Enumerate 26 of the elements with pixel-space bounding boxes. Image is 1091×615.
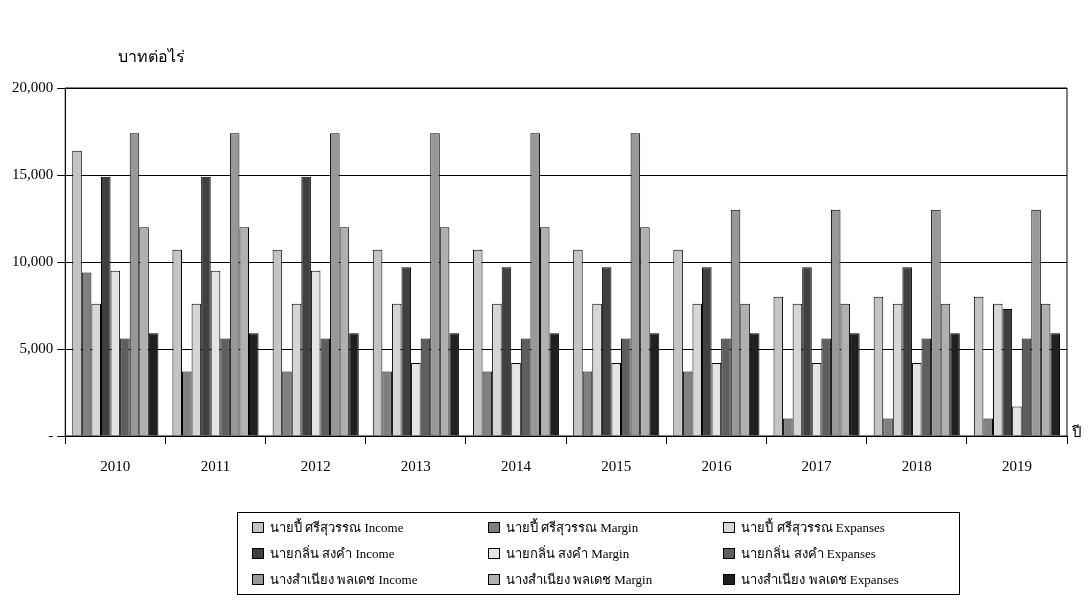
legend-label: นางสำเนียง พลเดช Income <box>270 571 418 589</box>
legend-label: นายปี้ ศรีสุวรรณ Income <box>270 517 404 538</box>
y-tick-label: 10,000 <box>12 252 54 269</box>
legend-label: นายกลิ่น สงคำ Income <box>270 544 395 563</box>
x-tick-label: 2015 <box>601 457 632 474</box>
x-tick-label: 2014 <box>501 457 532 474</box>
x-tick-label: 2013 <box>400 457 431 474</box>
legend-label: นางสำเนียง พลเดช Expanses <box>741 571 899 589</box>
y-tick-label: 15,000 <box>12 165 54 182</box>
x-axis-title: ปี <box>1072 423 1082 442</box>
x-tick-label: 2019 <box>1001 457 1032 474</box>
y-tick-label: 5,000 <box>19 339 54 356</box>
x-tick-label: 2018 <box>901 457 932 474</box>
legend-label: นางสำเนียง พลเดช Margin <box>505 571 653 589</box>
x-tick-label: 2012 <box>300 457 331 474</box>
x-tick-label: 2016 <box>701 457 732 474</box>
y-tick-label: - <box>48 426 54 443</box>
legend-label: นายกลิ่น สงคำ Margin <box>505 544 630 563</box>
x-tick-label: 2010 <box>100 457 131 474</box>
legend-label: นายกลิ่น สงคำ Expanses <box>741 544 876 563</box>
x-tick-label: 2017 <box>801 457 833 474</box>
x-tick-label: 2011 <box>200 457 231 474</box>
legend-label: นายปี้ ศรีสุวรรณ Expanses <box>741 517 885 538</box>
legend-label: นายปี้ ศรีสุวรรณ Margin <box>505 517 639 538</box>
y-axis-title: บาทต่อไร่ <box>118 47 185 67</box>
y-tick-label: 20,000 <box>12 78 54 95</box>
